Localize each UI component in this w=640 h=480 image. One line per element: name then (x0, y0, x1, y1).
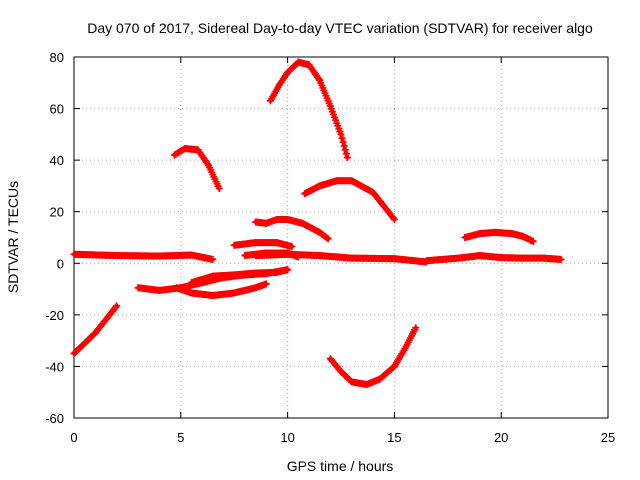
data-point (338, 134, 346, 142)
series-10 (252, 215, 332, 243)
data-point (340, 142, 348, 150)
data-point (294, 253, 302, 261)
data-point (341, 146, 349, 154)
x-axis-label: GPS time / hours (287, 458, 394, 474)
x-tick-label: 5 (177, 430, 184, 445)
data-point (389, 214, 397, 222)
y-axis-label: SDTVAR / TECUs (5, 181, 21, 293)
data-point (323, 234, 331, 242)
series-8 (267, 58, 351, 162)
data-point (112, 303, 120, 311)
x-tick-label: 20 (494, 430, 508, 445)
series-3 (70, 302, 121, 358)
y-tick-label: 0 (57, 256, 64, 271)
series-13 (326, 324, 420, 388)
data-point (262, 280, 270, 288)
x-tick-label: 0 (70, 430, 77, 445)
data-point (342, 150, 350, 158)
data-point (113, 302, 121, 310)
data-point (390, 215, 398, 223)
data-point (288, 243, 296, 251)
data-point (337, 130, 345, 138)
plot-frame (73, 56, 609, 419)
series-0 (70, 250, 217, 263)
data-point (215, 185, 223, 193)
series-11 (230, 239, 296, 251)
data-point (529, 237, 537, 245)
series-12 (241, 249, 302, 261)
data-series (70, 58, 565, 388)
data-point (284, 266, 292, 274)
x-tick-label: 10 (280, 430, 294, 445)
chart-title: Day 070 of 2017, Sidereal Day-to-day VTE… (87, 20, 593, 36)
grid-lines (74, 57, 608, 418)
data-point (343, 154, 351, 162)
y-tick-label: 60 (50, 102, 64, 117)
x-tick-label: 15 (387, 430, 401, 445)
plot-border (73, 56, 609, 419)
series-14 (461, 228, 537, 245)
series-6 (187, 266, 292, 287)
y-tick-label: 40 (50, 153, 64, 168)
series-7 (170, 145, 223, 193)
series-9 (301, 177, 398, 223)
data-point (412, 324, 420, 332)
y-tick-label: -20 (45, 308, 64, 323)
data-point (339, 138, 347, 146)
x-tick-label: 25 (601, 430, 615, 445)
y-tick-label: -40 (45, 359, 64, 374)
data-point (324, 235, 332, 243)
data-point (209, 255, 217, 263)
y-tick-label: 80 (50, 50, 64, 65)
series-2 (422, 252, 565, 265)
y-tick-label: 20 (50, 205, 64, 220)
y-tick-label: -60 (45, 411, 64, 426)
series-5 (173, 280, 270, 300)
axis-ticks: 0 5 10 15 20 25 -60 -40 -20 0 20 40 60 80 (45, 50, 615, 445)
data-point (557, 255, 565, 263)
